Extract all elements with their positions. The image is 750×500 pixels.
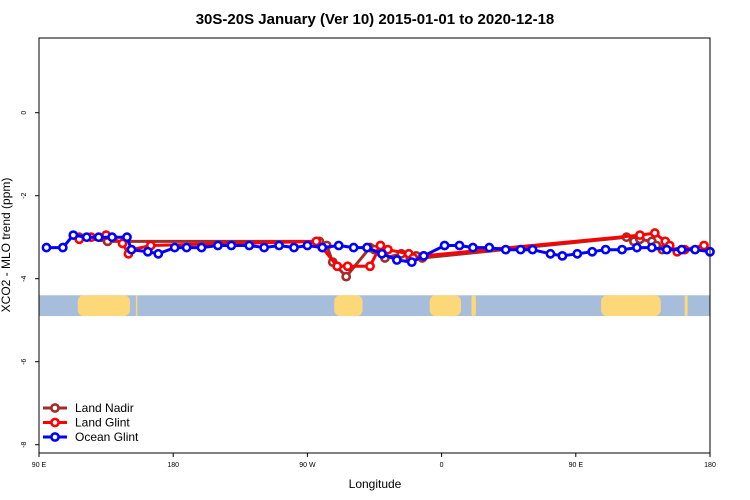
data-point <box>391 255 402 265</box>
data-point <box>68 230 79 241</box>
data-point <box>617 244 627 255</box>
data-point <box>93 232 104 243</box>
data-point <box>572 248 583 259</box>
data-point <box>274 240 284 251</box>
data-point <box>439 240 450 251</box>
data-point <box>484 242 495 253</box>
data-point <box>515 244 526 255</box>
y-axis-label: XCO2 - MLO trend (ppm) <box>0 178 13 313</box>
plot-frame <box>38 37 711 454</box>
x-tick-label: 180 <box>167 462 179 469</box>
data-point <box>311 236 322 247</box>
data-point <box>153 248 164 259</box>
land-patch <box>77 295 130 317</box>
data-point <box>317 242 328 253</box>
data-point <box>196 242 207 253</box>
data-point <box>635 230 645 241</box>
data-point <box>107 232 117 243</box>
x-tick-label: 90 E <box>32 462 47 469</box>
legend-label: Land Nadir <box>75 401 134 415</box>
x-tick-label: 90 E <box>569 462 584 469</box>
legend-swatch-marker <box>50 403 60 413</box>
land-patch <box>684 295 688 317</box>
data-point <box>632 242 642 253</box>
data-point <box>362 242 372 253</box>
y-tick-label: -4 <box>21 275 28 281</box>
y-tick-label: -8 <box>21 441 28 447</box>
data-point <box>142 246 153 257</box>
data-point <box>169 242 180 253</box>
x-tick-label: 0 <box>440 462 444 469</box>
data-point <box>117 238 128 249</box>
data-point <box>213 240 223 251</box>
land-patch <box>135 295 138 317</box>
land-patch <box>471 295 476 317</box>
legend-label: Ocean Glint <box>75 430 139 444</box>
landmask-band <box>39 295 710 317</box>
y-tick-label: -2 <box>21 192 28 198</box>
data-point <box>676 244 687 255</box>
data-point <box>468 242 478 253</box>
x-tick-label: 180 <box>704 462 716 469</box>
data-point <box>375 240 386 251</box>
x-axis: 90 E 180 90 W 0 90 E 180 <box>32 453 716 469</box>
data-point <box>365 261 375 272</box>
data-point <box>587 246 598 257</box>
legend-item: Land Glint <box>43 416 130 430</box>
data-point <box>226 240 237 251</box>
data-point <box>600 244 611 255</box>
y-tick-label: -6 <box>21 358 28 364</box>
data-point <box>527 244 538 255</box>
x-axis-label: Longitude <box>349 477 402 491</box>
data-point <box>41 242 52 253</box>
data-point <box>418 250 429 261</box>
data-point <box>57 242 68 253</box>
y-tick-label: 0 <box>21 111 28 115</box>
data-point <box>377 248 387 259</box>
data-point <box>406 257 417 267</box>
x-tick-label: 90 W <box>299 462 316 469</box>
data-point <box>342 261 353 272</box>
data-point <box>181 242 192 253</box>
data-point <box>690 244 700 255</box>
data-point <box>126 244 137 255</box>
legend-item: Land Nadir <box>43 401 134 415</box>
land-patch <box>601 295 661 317</box>
data-point <box>699 240 709 251</box>
data-point <box>661 244 672 255</box>
data-point <box>500 244 511 255</box>
data-point <box>259 242 270 253</box>
data-point <box>649 228 660 238</box>
data-point <box>244 240 255 251</box>
y-axis: 0 -2 -4 -6 -8 <box>21 111 39 448</box>
data-point <box>545 248 556 259</box>
data-point <box>557 250 568 261</box>
ocean-band <box>39 295 710 317</box>
data-point <box>348 242 359 253</box>
data-point <box>289 242 299 253</box>
data-point <box>646 242 657 253</box>
data-point <box>81 232 92 243</box>
series-ocean-glint <box>41 230 715 267</box>
data-point <box>454 240 465 251</box>
series-layer <box>41 228 715 282</box>
land-patch <box>334 295 363 317</box>
legend-swatch-marker <box>50 432 60 442</box>
data-point <box>333 240 344 251</box>
data-point <box>332 261 343 272</box>
data-point <box>341 271 352 282</box>
legend-item: Ocean Glint <box>43 430 139 444</box>
legend-label: Land Glint <box>75 416 130 430</box>
legend-swatch-marker <box>50 417 60 428</box>
chart-title: 30S-20S January (Ver 10) 2015-01-01 to 2… <box>196 11 555 28</box>
data-point <box>122 232 132 243</box>
land-patch <box>429 295 461 317</box>
data-point <box>302 240 313 251</box>
